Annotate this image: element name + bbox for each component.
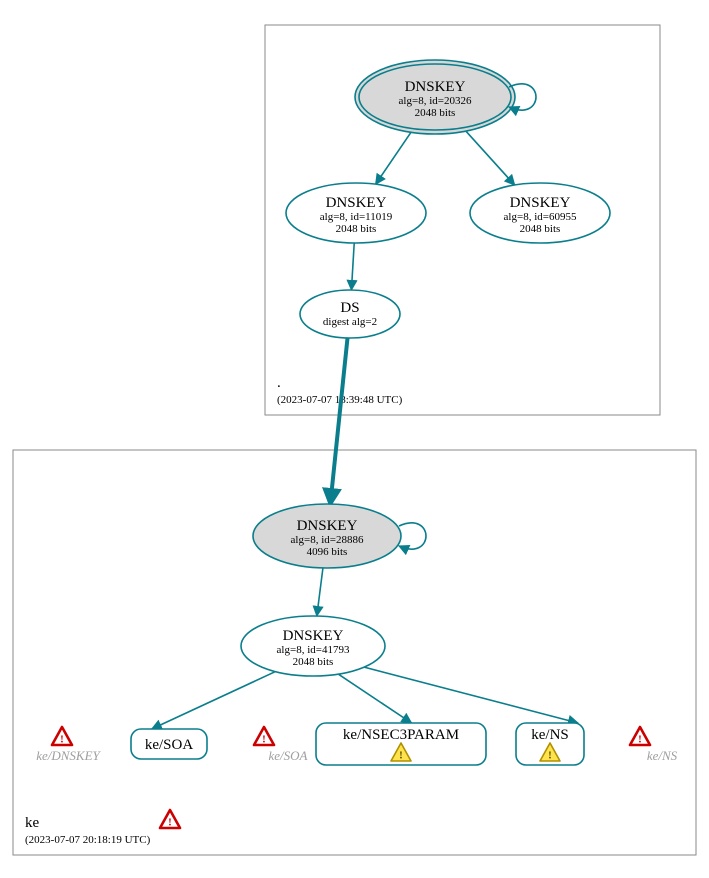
ghost-g_ns: ke/NS (647, 748, 678, 763)
svg-text:!: ! (548, 750, 552, 762)
node-line3: 2048 bits (293, 656, 334, 668)
rr-ke_ns: ke/NS! (516, 723, 584, 765)
edge (317, 568, 323, 616)
node-title: DNSKEY (510, 195, 571, 211)
node-title: DNSKEY (326, 195, 387, 211)
node-line3: 2048 bits (336, 223, 377, 235)
ghost-g_dnskey: ke/DNSKEY (36, 748, 101, 763)
node-title: DNSKEY (297, 518, 358, 534)
edge (351, 243, 354, 290)
warning-icon: ! (254, 727, 274, 746)
warning-icon: ! (52, 727, 72, 746)
node-line2: alg=8, id=28886 (291, 534, 364, 546)
node-title: DNSKEY (283, 628, 344, 644)
zone-timestamp-ke: (2023-07-07 20:18:19 UTC) (25, 834, 151, 846)
zone-label-ke: ke (25, 815, 40, 831)
edge (338, 674, 411, 723)
svg-text:!: ! (262, 734, 266, 746)
self-loop (399, 523, 426, 549)
node-root_ksk: DNSKEYalg=8, id=203262048 bits (355, 60, 536, 134)
node-line2: alg=8, id=11019 (320, 211, 393, 223)
node-line2: alg=8, id=60955 (504, 211, 577, 223)
rr-ke_soa: ke/SOA (131, 729, 207, 759)
warning-icon: ! (630, 727, 650, 746)
svg-text:!: ! (60, 734, 64, 746)
rr-label: ke/NS (531, 727, 569, 743)
node-line2: alg=8, id=41793 (277, 644, 350, 656)
edge (463, 128, 515, 185)
rr-ke_nsec3param: ke/NSEC3PARAM! (316, 723, 486, 765)
node-line2: digest alg=2 (323, 316, 377, 328)
node-root_zsk2: DNSKEYalg=8, id=609552048 bits (470, 183, 610, 243)
edge (376, 129, 414, 185)
svg-text:!: ! (168, 817, 172, 829)
node-ke_zsk: DNSKEYalg=8, id=417932048 bits (241, 616, 385, 676)
svg-text:!: ! (638, 734, 642, 746)
edge (330, 338, 347, 504)
node-line3: 2048 bits (415, 107, 456, 119)
rr-label: ke/SOA (145, 737, 194, 753)
dnssec-diagram: .(2023-07-07 18:39:48 UTC)ke(2023-07-07 … (0, 0, 709, 878)
zone-label-root: . (277, 375, 281, 391)
node-line2: alg=8, id=20326 (399, 95, 472, 107)
node-ke_ksk: DNSKEYalg=8, id=288864096 bits (253, 504, 426, 568)
node-line3: 2048 bits (520, 223, 561, 235)
ghost-g_soa: ke/SOA (269, 748, 308, 763)
svg-text:!: ! (399, 750, 403, 762)
node-root_ds: DSdigest alg=2 (300, 290, 400, 338)
node-line3: 4096 bits (307, 546, 348, 558)
edge (152, 672, 276, 729)
node-title: DS (340, 300, 359, 316)
rr-label: ke/NSEC3PARAM (343, 727, 459, 743)
node-root_zsk1: DNSKEYalg=8, id=110192048 bits (286, 183, 426, 243)
edge (364, 667, 578, 723)
node-title: DNSKEY (405, 79, 466, 95)
warning-icon: ! (160, 810, 180, 829)
